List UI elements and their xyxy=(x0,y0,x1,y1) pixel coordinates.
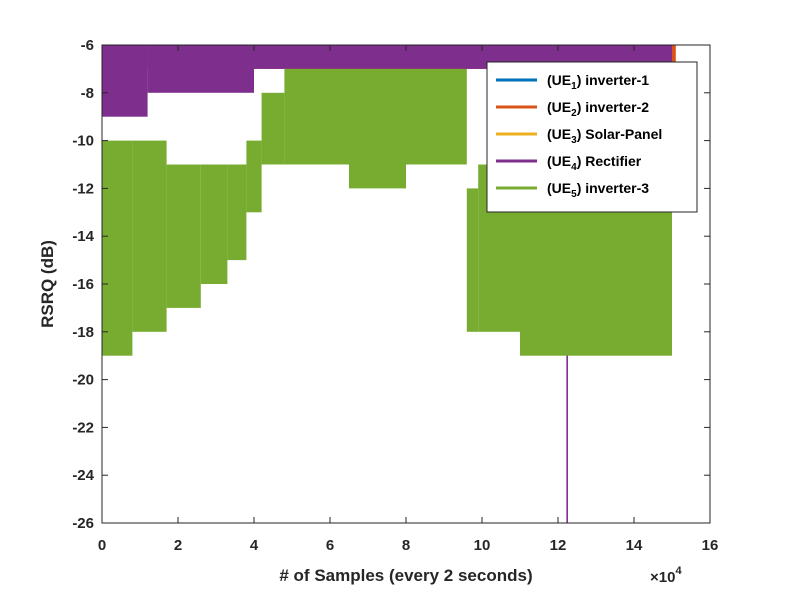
series-band xyxy=(166,164,201,308)
x-tick-label: 6 xyxy=(326,537,334,554)
x-tick-label: 16 xyxy=(702,537,719,554)
series-band xyxy=(147,45,254,93)
y-tick-label: -26 xyxy=(72,515,94,532)
legend-item: (UE1) inverter-1 xyxy=(496,72,649,92)
series-band xyxy=(349,68,406,189)
legend-item: (UE3) Solar-Panel xyxy=(496,126,662,146)
y-axis-label: RSRQ (dB) xyxy=(38,240,57,328)
y-tick-label: -18 xyxy=(72,324,94,341)
series-inverter-3 xyxy=(102,68,672,356)
x-tick-label: 8 xyxy=(402,537,410,554)
legend-item: (UE4) Rectifier xyxy=(496,153,642,173)
y-tick-label: -16 xyxy=(72,276,94,293)
y-tick-label: -20 xyxy=(72,372,94,389)
x-exponent-label: ×104 xyxy=(650,565,682,586)
x-tick-label: 2 xyxy=(174,537,182,554)
series-band xyxy=(102,45,148,117)
x-exponent-power: 4 xyxy=(675,565,682,577)
y-tick-label: -24 xyxy=(72,467,94,484)
x-exponent-base: ×10 xyxy=(650,569,675,586)
series-band xyxy=(102,140,133,356)
series-band xyxy=(406,68,467,165)
legend-label: (UE5) inverter-3 xyxy=(547,180,649,200)
series-band xyxy=(261,92,285,165)
y-tick-label: -14 xyxy=(72,228,94,245)
y-tick-label: -10 xyxy=(72,133,94,150)
legend-item: (UE2) inverter-2 xyxy=(496,99,649,119)
legend-label: (UE4) Rectifier xyxy=(547,153,642,173)
legend-label: (UE3) Solar-Panel xyxy=(547,126,662,146)
series-band xyxy=(246,140,262,213)
series-band xyxy=(200,164,228,284)
legend: (UE1) inverter-1 (UE2) inverter-2 (UE3) So… xyxy=(486,61,698,213)
series-band xyxy=(284,68,349,165)
y-tick-label: -22 xyxy=(72,419,94,436)
x-tick-label: 12 xyxy=(550,537,567,554)
legend-label: (UE2) inverter-2 xyxy=(547,99,649,119)
series-band xyxy=(227,164,247,261)
x-tick-label: 0 xyxy=(98,537,106,554)
x-axis-label: # of Samples (every 2 seconds) xyxy=(279,566,532,585)
x-tick-label: 10 xyxy=(474,537,491,554)
y-tick-label: -12 xyxy=(72,180,94,197)
x-tick-label: 4 xyxy=(250,537,259,554)
series-band xyxy=(132,140,167,332)
legend-item: (UE5) inverter-3 xyxy=(496,180,649,200)
series-band xyxy=(520,188,672,356)
y-tick-label: -8 xyxy=(81,85,94,102)
y-tick-label: -6 xyxy=(81,37,94,54)
svg-text:×104: ×104 xyxy=(650,565,682,586)
x-tick-label: 14 xyxy=(626,537,643,554)
series-band xyxy=(466,188,479,332)
legend-label: (UE1) inverter-1 xyxy=(547,72,649,92)
